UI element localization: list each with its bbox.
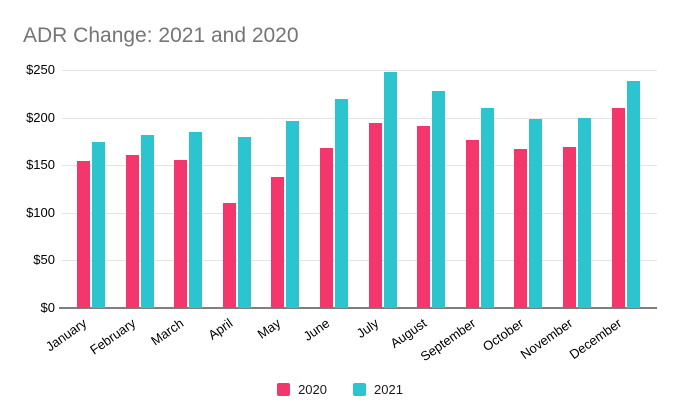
bar-2021-september (480, 108, 494, 308)
bar-2021-july (383, 72, 397, 308)
gridline (62, 117, 657, 119)
bar-2020-january (77, 161, 90, 308)
legend-swatch-2020 (277, 383, 291, 396)
bar-2020-december (611, 108, 625, 308)
bar-2021-june (335, 99, 348, 308)
bar-2020-june (320, 148, 333, 308)
legend-label: 2021 (374, 382, 403, 397)
x-axis-baseline (59, 307, 657, 309)
bar-2021-october (529, 119, 543, 308)
bar-2020-april (222, 203, 236, 308)
gridline (62, 70, 657, 71)
bar-2020-february (125, 155, 139, 308)
bar-2021-may (286, 121, 300, 308)
legend-item-2020: 2020 (277, 382, 327, 397)
bar-2021-february (140, 135, 154, 308)
bar-2020-august (417, 126, 431, 308)
bar-2021-april (237, 137, 251, 308)
gridline (62, 165, 657, 167)
legend-swatch-2021 (353, 383, 366, 396)
bar-2021-november (578, 118, 591, 308)
bar-2021-december (626, 81, 640, 308)
gridline (62, 212, 657, 214)
y-axis-tick-label: $50 (33, 252, 55, 268)
y-axis-tick-label: $200 (26, 109, 55, 125)
y-axis-tick-label: $150 (26, 157, 55, 173)
bar-2020-march (174, 160, 188, 308)
bar-2020-november (563, 147, 576, 308)
y-axis-tick-label: $100 (26, 204, 55, 220)
bar-2020-may (271, 177, 285, 308)
plot-area (59, 70, 657, 309)
bar-2020-september (465, 140, 479, 308)
chart-title: ADR Change: 2021 and 2020 (23, 24, 299, 47)
bar-2021-august (432, 91, 446, 308)
bar-2020-july (368, 123, 382, 308)
bar-2020-october (514, 149, 528, 308)
y-axis-tick-label: $250 (26, 62, 55, 77)
legend: 2020 2021 (0, 382, 680, 397)
bar-2021-march (189, 132, 203, 308)
gridline (62, 260, 657, 262)
legend-label: 2020 (298, 382, 327, 397)
y-axis-tick-label: $0 (40, 300, 55, 315)
bar-2021-january (92, 142, 105, 308)
legend-item-2021: 2021 (353, 382, 403, 397)
